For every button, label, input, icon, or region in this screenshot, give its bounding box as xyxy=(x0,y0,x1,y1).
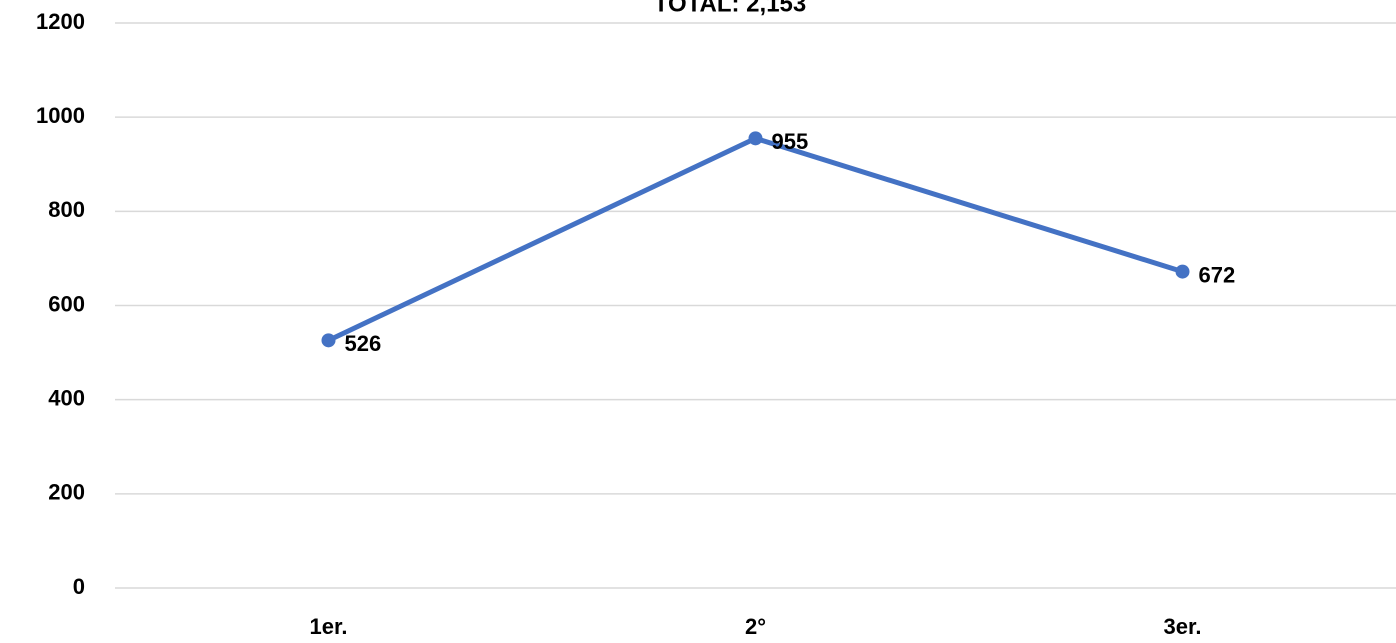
x-tick-label: 3er. xyxy=(1164,614,1202,639)
data-label: 672 xyxy=(1199,262,1236,287)
y-tick-label: 200 xyxy=(48,480,85,505)
point xyxy=(321,333,336,348)
data-label: 526 xyxy=(345,331,382,356)
point xyxy=(1175,264,1190,279)
y-tick-label: 400 xyxy=(48,385,85,410)
y-tick-label: 600 xyxy=(48,291,85,316)
y-tick-label: 0 xyxy=(73,574,85,599)
line xyxy=(327,135,1184,343)
y-tick-label: 1200 xyxy=(36,9,85,34)
x-tick-label: 1er. xyxy=(310,614,348,639)
y-tick-label: 800 xyxy=(48,197,85,222)
y-tick-label: 1000 xyxy=(36,103,85,128)
data-label: 955 xyxy=(772,129,809,154)
x-tick-label: 2° xyxy=(745,614,766,639)
point xyxy=(748,131,763,146)
chart-title: TOTAL: 2,153 xyxy=(654,0,806,17)
